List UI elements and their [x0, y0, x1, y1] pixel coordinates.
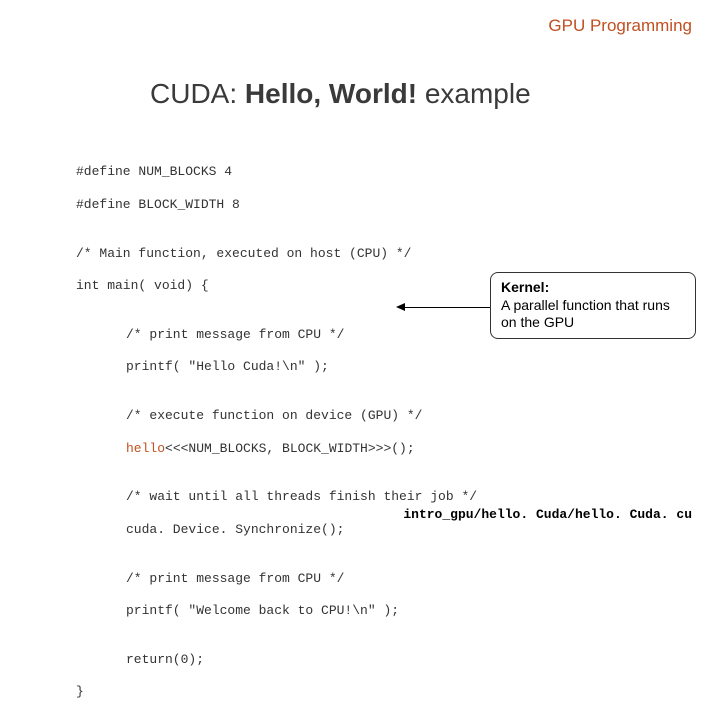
code-line: hello<<<NUM_BLOCKS, BLOCK_WIDTH>>>();: [126, 441, 477, 457]
title-prefix: CUDA:: [150, 78, 245, 109]
code-line: /* execute function on device (GPU) */: [126, 408, 477, 424]
slide-title: CUDA: Hello, World! example: [150, 78, 531, 110]
callout-body: A parallel function that runs on the GPU: [501, 297, 685, 332]
title-bold: Hello, World!: [245, 78, 417, 109]
code-line: /* print message from CPU */: [126, 571, 477, 587]
callout-arrow-head: [396, 303, 405, 311]
header-label: GPU Programming: [548, 16, 692, 36]
title-suffix: example: [417, 78, 531, 109]
code-line: cuda. Device. Synchronize();: [126, 522, 477, 538]
footer-path: intro_gpu/hello. Cuda/hello. Cuda. cu: [403, 507, 692, 522]
code-line: printf( "Welcome back to CPU!\n" );: [126, 603, 477, 619]
callout-box: Kernel: A parallel function that runs on…: [490, 272, 696, 339]
callout-arrow-line: [402, 307, 490, 308]
callout-title: Kernel:: [501, 279, 685, 297]
code-line: /* Main function, executed on host (CPU)…: [76, 246, 477, 262]
code-line: }: [76, 684, 477, 700]
kernel-call: hello: [126, 441, 165, 456]
code-line: return(0);: [126, 652, 477, 668]
code-line: int main( void) {: [76, 278, 477, 294]
code-line-tail: <<<NUM_BLOCKS, BLOCK_WIDTH>>>();: [165, 441, 415, 456]
code-line: /* wait until all threads finish their j…: [126, 489, 477, 505]
code-line: printf( "Hello Cuda!\n" );: [126, 359, 477, 375]
code-line: /* print message from CPU */: [126, 327, 477, 343]
code-line: #define BLOCK_WIDTH 8: [76, 197, 477, 213]
code-block: #define NUM_BLOCKS 4 #define BLOCK_WIDTH…: [76, 148, 477, 717]
code-line: #define NUM_BLOCKS 4: [76, 164, 477, 180]
